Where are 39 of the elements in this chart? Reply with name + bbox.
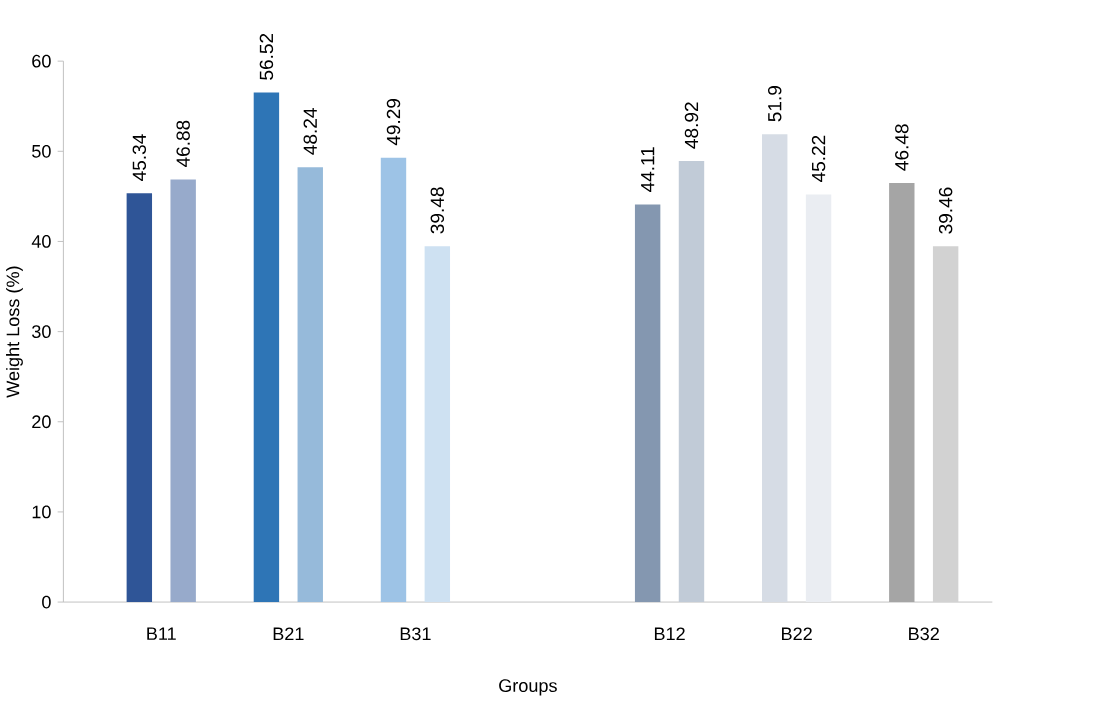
data-label: 51.9 <box>767 86 782 122</box>
data-label: 39.48 <box>430 187 445 234</box>
x-tick-label: B21 <box>273 627 304 640</box>
data-label: 46.88 <box>176 120 190 167</box>
x-axis-title: Groups <box>499 679 557 696</box>
data-label: 45.34 <box>132 134 147 181</box>
bar <box>297 167 323 603</box>
bar <box>932 246 959 603</box>
x-tick-label: B31 <box>400 627 431 641</box>
data-label: 45.22 <box>811 135 826 182</box>
data-label: 48.92 <box>684 102 699 149</box>
bar <box>170 179 196 603</box>
y-tick-label: 30 <box>32 325 51 338</box>
data-label: 48.24 <box>303 108 317 155</box>
bar <box>762 134 788 603</box>
x-tick-label: B12 <box>654 627 685 640</box>
data-label: 49.29 <box>386 98 401 146</box>
y-tick-label: 60 <box>32 54 51 68</box>
y-tick-label: 20 <box>32 415 51 429</box>
bar <box>424 246 451 603</box>
bar <box>634 204 661 603</box>
y-tick-label: 50 <box>32 144 51 158</box>
bar <box>889 182 915 603</box>
bar <box>253 92 280 603</box>
x-tick-label: B32 <box>909 627 939 641</box>
x-tick-label: B22 <box>782 627 812 640</box>
data-label: 56.52 <box>259 33 274 80</box>
data-label: 39.46 <box>938 187 953 234</box>
data-label: 46.48 <box>895 124 909 171</box>
y-tick-label: 10 <box>32 505 51 519</box>
y-tick-label: 0 <box>42 595 51 609</box>
x-tick-label: B11 <box>147 627 176 640</box>
data-label: 44.11 <box>641 147 655 192</box>
y-axis-title: Weight Loss (%) <box>6 266 23 398</box>
y-tick-label: 40 <box>31 235 51 248</box>
bar <box>380 157 407 603</box>
bar <box>678 160 705 603</box>
bar <box>805 194 832 603</box>
bar <box>126 193 153 603</box>
